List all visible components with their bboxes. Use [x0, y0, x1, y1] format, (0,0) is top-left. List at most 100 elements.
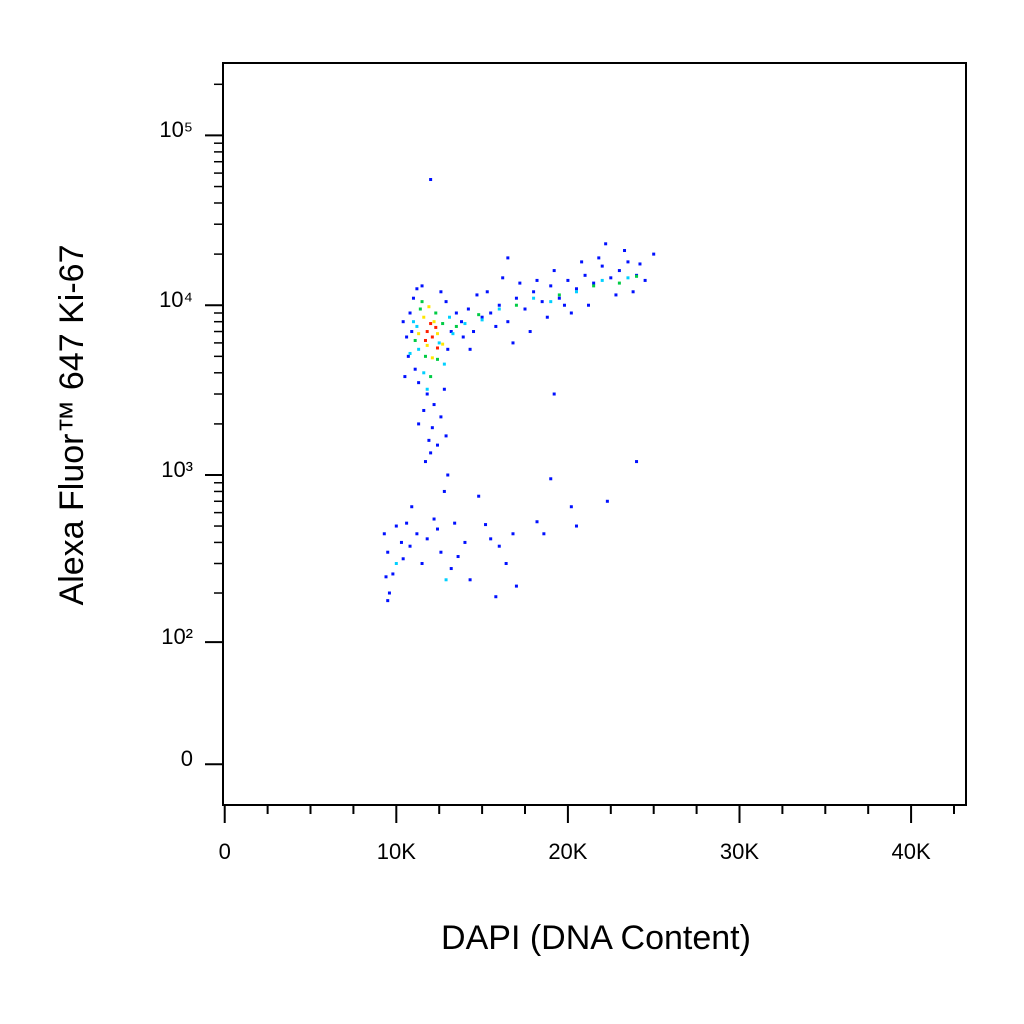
data-point [394, 562, 398, 566]
data-point [511, 532, 515, 536]
data-point [410, 330, 414, 334]
data-point [444, 300, 448, 304]
x-tick-label: 40K [892, 839, 931, 864]
data-point [460, 320, 464, 324]
data-point [592, 284, 596, 288]
data-point [420, 284, 424, 288]
data-point [417, 422, 421, 426]
data-point [549, 477, 553, 481]
data-point [614, 293, 618, 297]
data-point [574, 290, 578, 294]
data-point [511, 341, 515, 345]
data-point [448, 315, 452, 319]
data-point [427, 305, 431, 309]
data-point [626, 260, 630, 264]
data-point [413, 367, 417, 371]
data-point [425, 392, 429, 396]
data-point [580, 260, 584, 264]
x-tick-label: 20K [548, 839, 587, 864]
data-point [405, 521, 409, 525]
data-point [382, 532, 386, 536]
data-point [638, 262, 642, 266]
data-point [600, 264, 604, 268]
data-point [408, 351, 412, 355]
data-point [444, 434, 448, 438]
data-point [514, 296, 518, 300]
data-point [549, 300, 553, 304]
data-point [557, 293, 561, 297]
data-point [557, 296, 561, 300]
data-point [422, 315, 426, 319]
data-point [442, 387, 446, 391]
data-point [429, 178, 433, 182]
data-point [386, 599, 390, 603]
data-point [451, 332, 455, 336]
data-point [386, 550, 390, 554]
data-point [454, 324, 458, 328]
x-tick-label: 30K [720, 839, 759, 864]
data-point [399, 540, 403, 544]
data-point [480, 315, 484, 319]
data-point [542, 532, 546, 536]
data-point [403, 375, 407, 379]
data-point [468, 578, 472, 582]
data-point [652, 252, 656, 256]
data-point [429, 375, 433, 379]
data-point [489, 537, 493, 541]
data-point [540, 300, 544, 304]
data-point [643, 278, 647, 282]
data-point [417, 381, 421, 385]
data-point [408, 544, 412, 548]
data-point [430, 356, 434, 360]
data-point [417, 347, 421, 351]
data-point [384, 575, 388, 579]
data-point [429, 451, 433, 455]
data-point [456, 555, 460, 559]
data-point [418, 307, 422, 311]
data-point [401, 320, 405, 324]
data-point [617, 281, 621, 285]
data-point [545, 315, 549, 319]
data-point [408, 311, 412, 315]
data-point [574, 524, 578, 528]
data-point [626, 276, 630, 280]
data-point [472, 330, 476, 334]
data-point [427, 438, 431, 442]
data-point [569, 505, 573, 509]
data-point [514, 303, 518, 307]
y-tick-label: 10³ [161, 457, 193, 482]
data-point [423, 338, 427, 342]
data-point [441, 342, 445, 346]
data-point [552, 392, 556, 396]
data-point [468, 347, 472, 351]
y-tick-label: 10⁴ [159, 287, 193, 312]
data-point [631, 290, 635, 294]
data-point [435, 346, 439, 350]
data-point [623, 249, 627, 253]
data-point [415, 532, 419, 536]
data-point [617, 269, 621, 273]
plot-frame [222, 62, 967, 806]
data-point [442, 489, 446, 493]
data-point [401, 557, 405, 561]
data-point [583, 273, 587, 277]
data-point [453, 521, 457, 525]
data-point [405, 335, 409, 339]
data-point [518, 281, 522, 285]
data-point [635, 460, 639, 464]
y-tick-label: 0 [181, 746, 193, 771]
x-axis-title: DAPI (DNA Content) [441, 919, 751, 957]
data-point [485, 290, 489, 294]
data-point [435, 443, 439, 447]
data-point [434, 325, 438, 329]
data-point [423, 460, 427, 464]
data-point [406, 354, 410, 358]
data-point [394, 524, 398, 528]
data-point [439, 290, 443, 294]
data-point [425, 537, 429, 541]
data-point [461, 335, 465, 339]
data-point [420, 300, 424, 304]
y-tick-label: 10⁵ [159, 117, 193, 142]
data-point [532, 296, 536, 300]
